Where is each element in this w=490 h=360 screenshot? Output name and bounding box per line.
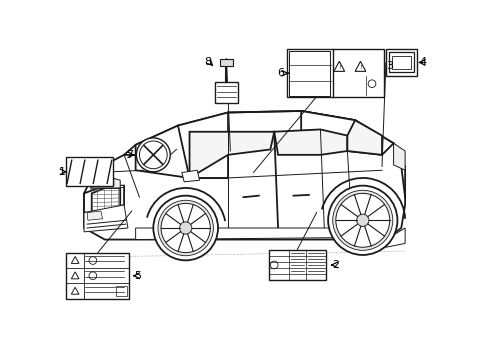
Polygon shape [84, 186, 124, 213]
Polygon shape [136, 112, 228, 178]
Text: 2: 2 [332, 260, 339, 270]
Text: !: ! [359, 65, 362, 70]
Circle shape [357, 214, 369, 226]
Polygon shape [92, 188, 120, 213]
Polygon shape [92, 176, 120, 188]
Text: 6: 6 [277, 68, 284, 78]
Circle shape [161, 203, 210, 253]
Circle shape [179, 222, 192, 234]
Polygon shape [274, 130, 347, 155]
Polygon shape [190, 132, 274, 178]
Bar [389, 53, 414, 72]
Bar [289, 51, 330, 95]
Polygon shape [84, 111, 405, 239]
Polygon shape [84, 205, 128, 232]
Polygon shape [136, 228, 386, 239]
Bar [66, 253, 129, 299]
Text: 7: 7 [126, 150, 133, 160]
Bar [116, 286, 127, 296]
Bar [220, 59, 233, 66]
Text: 3: 3 [387, 61, 393, 71]
Bar [392, 55, 411, 69]
Polygon shape [347, 120, 382, 155]
Polygon shape [87, 211, 102, 220]
Bar [287, 49, 384, 97]
Bar [386, 49, 416, 76]
Text: 5: 5 [134, 271, 141, 281]
Polygon shape [393, 143, 405, 170]
Bar [215, 82, 238, 103]
Polygon shape [182, 170, 199, 182]
Text: !: ! [338, 65, 341, 70]
Circle shape [158, 200, 213, 256]
Bar [269, 249, 326, 280]
Bar [66, 157, 113, 186]
Circle shape [336, 193, 390, 247]
Circle shape [328, 186, 397, 255]
Polygon shape [301, 111, 393, 155]
Text: 1: 1 [59, 167, 66, 177]
Circle shape [136, 138, 171, 172]
Circle shape [153, 195, 218, 260]
Text: 4: 4 [420, 58, 427, 67]
Text: 8: 8 [205, 58, 212, 67]
Polygon shape [386, 228, 405, 247]
Circle shape [333, 190, 393, 250]
